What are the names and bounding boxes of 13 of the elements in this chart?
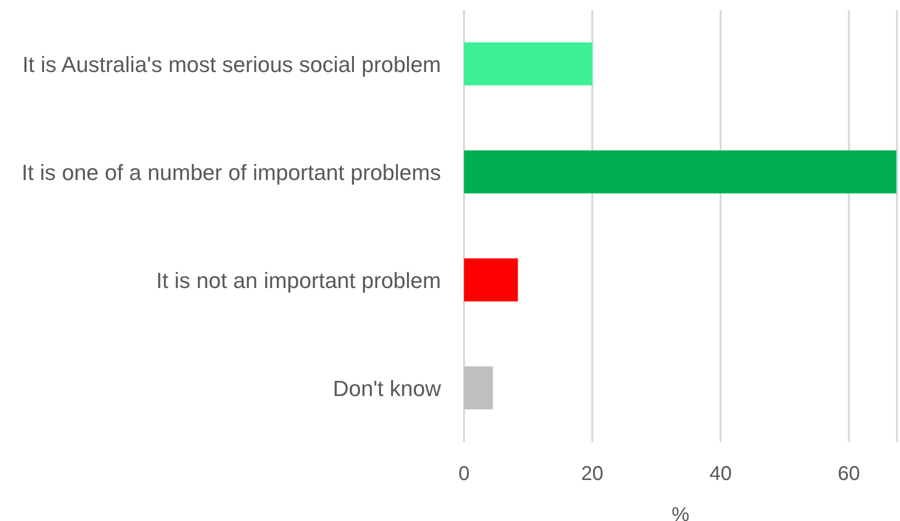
x-tick-label: 0	[458, 463, 470, 486]
bar	[464, 258, 518, 302]
y-tick-label: It is Australia's most serious social problem	[22, 52, 441, 77]
bar	[464, 42, 592, 86]
y-tick-label: Don't know	[332, 376, 442, 401]
bar	[464, 366, 493, 410]
y-tick-label: It is one of a number of important problems	[22, 160, 441, 185]
x-tick-label: 60	[838, 463, 860, 486]
y-tick-label: It is not an important problem	[156, 268, 441, 293]
x-axis-title: %	[672, 504, 690, 521]
bar	[464, 150, 896, 194]
x-tick-label: 20	[581, 463, 604, 486]
x-tick-label: 40	[709, 463, 732, 486]
